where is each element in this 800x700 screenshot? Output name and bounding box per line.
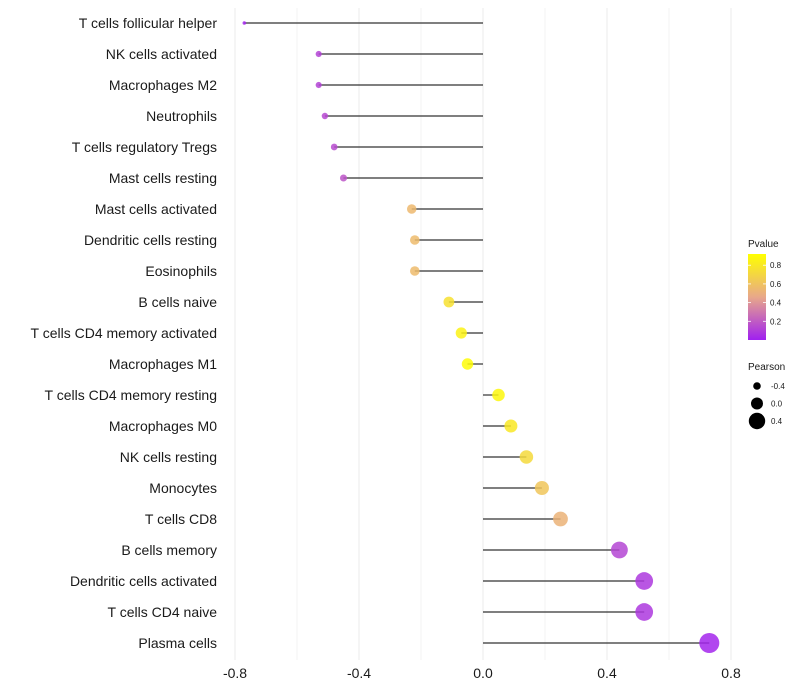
data-point [534,480,549,496]
category-label: T cells CD8 [145,511,217,527]
pvalue-legend-title: Pvalue [748,239,779,250]
data-point [635,572,654,590]
data-point [553,511,568,527]
data-point [635,603,654,621]
category-label: B cells naive [138,294,217,310]
x-tick-label: 0.0 [473,665,493,681]
pearson-legend: Pearson -0.4 0.0 0.4 [748,362,785,430]
lollipop-stems [244,22,710,644]
category-label: Mast cells resting [109,170,217,186]
data-point [339,174,348,182]
data-point [610,541,628,559]
category-label: Plasma cells [138,635,217,651]
pearson-legend-keys: -0.4 0.0 0.4 [748,382,785,430]
grid-lines [234,8,732,660]
data-point [461,358,474,370]
data-point [406,204,417,214]
data-point [410,266,420,276]
pvalue-tick-label: 0.2 [770,317,782,326]
category-label: Dendritic cells activated [70,573,217,589]
pearson-size-key [748,412,766,430]
pearson-size-label: 0.4 [771,417,783,426]
category-label: NK cells resting [120,449,217,465]
category-label: T cells regulatory Tregs [72,139,217,155]
category-label: Dendritic cells resting [84,232,217,248]
data-point [443,296,455,308]
data-point [242,21,247,25]
pvalue-tick-label: 0.4 [770,299,782,308]
category-label: B cells memory [121,542,217,558]
data-point [321,112,329,120]
x-tick-label: -0.4 [347,665,371,681]
x-tick-label: -0.8 [223,665,247,681]
category-label: Eosinophils [145,263,217,279]
category-label: Monocytes [149,480,217,496]
pearson-size-key [751,397,763,410]
data-point [315,50,322,58]
data-point [315,81,322,89]
category-label: T cells CD4 naive [108,604,218,620]
data-point [330,143,338,151]
pearson-legend-title: Pearson [748,362,785,373]
pearson-size-label: -0.4 [771,382,785,391]
pearson-size-label: 0.0 [771,400,783,409]
category-labels: T cells follicular helper NK cells activa… [31,15,218,651]
data-point [519,450,534,464]
x-tick-label: 0.8 [721,665,741,681]
x-axis-ticks: -0.8 -0.4 0.0 0.4 0.8 [223,665,741,681]
pearson-size-key [753,382,761,390]
lollipop-points [242,21,720,654]
pvalue-tick-label: 0.8 [770,261,782,270]
data-point [699,632,720,654]
data-point [455,327,467,339]
data-point [504,419,518,433]
data-point [410,235,420,245]
category-label: T cells follicular helper [79,15,218,31]
category-label: Mast cells activated [95,201,217,217]
category-label: Macrophages M0 [109,418,217,434]
category-label: NK cells activated [106,46,217,62]
category-label: Macrophages M2 [109,77,217,93]
x-tick-label: 0.4 [597,665,617,681]
pvalue-colorbar [748,254,766,340]
category-label: Neutrophils [146,108,217,124]
pvalue-legend: Pvalue 0.8 0.6 0.4 0.2 [748,239,782,340]
pvalue-legend-ticks: 0.8 0.6 0.4 0.2 [748,261,782,326]
category-label: Macrophages M1 [109,356,217,372]
category-label: T cells CD4 memory activated [31,325,217,341]
pvalue-tick-label: 0.6 [770,280,782,289]
category-label: T cells CD4 memory resting [45,387,217,403]
data-point [492,388,505,402]
